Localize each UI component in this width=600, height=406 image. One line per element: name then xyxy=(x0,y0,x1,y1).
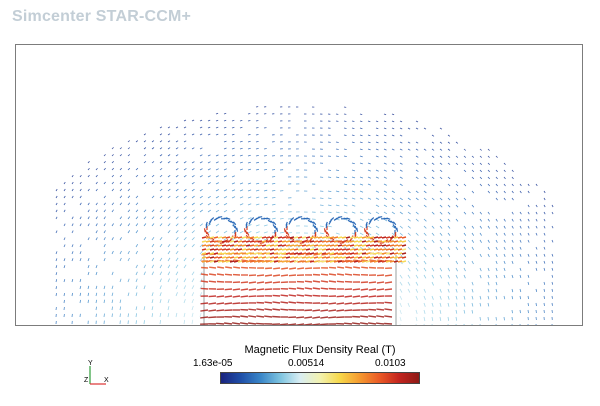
triad-y-label: Y xyxy=(88,360,93,367)
app-title: Simcenter STAR-CCM+ xyxy=(12,8,191,26)
legend-colorbar xyxy=(220,372,420,384)
simulation-viewport[interactable] xyxy=(15,44,583,326)
legend-title: Magnetic Flux Density Real (T) xyxy=(220,344,420,356)
legend-mid-label: 0.00514 xyxy=(288,358,324,369)
triad-z-label: Z xyxy=(84,377,89,384)
triad-x-label: X xyxy=(104,377,109,384)
axis-triad-icon: Y Z X xyxy=(80,358,120,390)
legend-min-label: 1.63e-05 xyxy=(193,358,232,369)
vector-field-plot xyxy=(16,45,583,326)
legend-max-label: 0.0103 xyxy=(375,358,406,369)
